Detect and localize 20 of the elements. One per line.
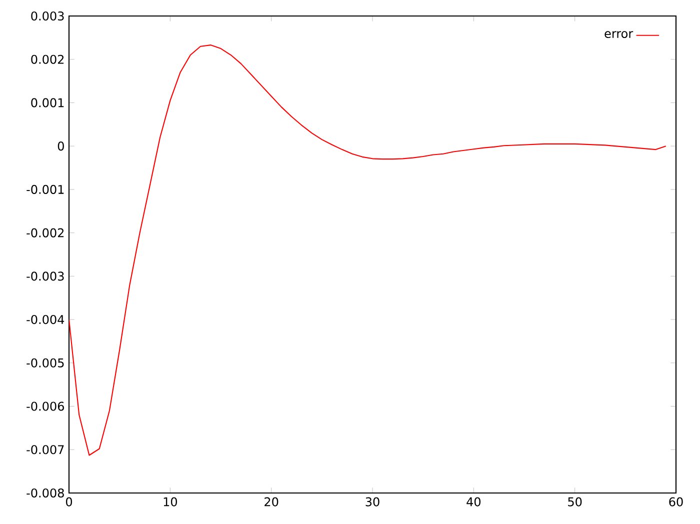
y-tick-label: -0.007 bbox=[26, 445, 64, 454]
x-tick-label: 60 bbox=[669, 497, 683, 506]
y-tick-label: -0.005 bbox=[26, 358, 64, 368]
y-tick-label: -0.008 bbox=[26, 488, 64, 498]
y-tick-label: 0.001 bbox=[31, 98, 64, 108]
x-tick-label: 10 bbox=[164, 497, 178, 506]
y-tick-label: -0.003 bbox=[26, 272, 64, 281]
x-tick-label: 50 bbox=[568, 497, 582, 506]
y-tick-label: 0 bbox=[58, 142, 64, 151]
y-tick-label: 0.002 bbox=[31, 54, 64, 64]
y-tick-label: -0.006 bbox=[26, 402, 64, 411]
y-tick-label: -0.002 bbox=[26, 228, 64, 238]
y-tick-label: -0.004 bbox=[26, 314, 64, 324]
y-tick-label: 0.003 bbox=[31, 11, 64, 21]
y-tick-label: -0.001 bbox=[26, 184, 64, 194]
x-tick-label: 0 bbox=[66, 497, 72, 506]
legend-label: error bbox=[604, 31, 634, 38]
x-tick-label: 20 bbox=[264, 497, 278, 506]
x-tick-label: 30 bbox=[366, 497, 380, 506]
x-tick-label: 40 bbox=[466, 497, 480, 506]
